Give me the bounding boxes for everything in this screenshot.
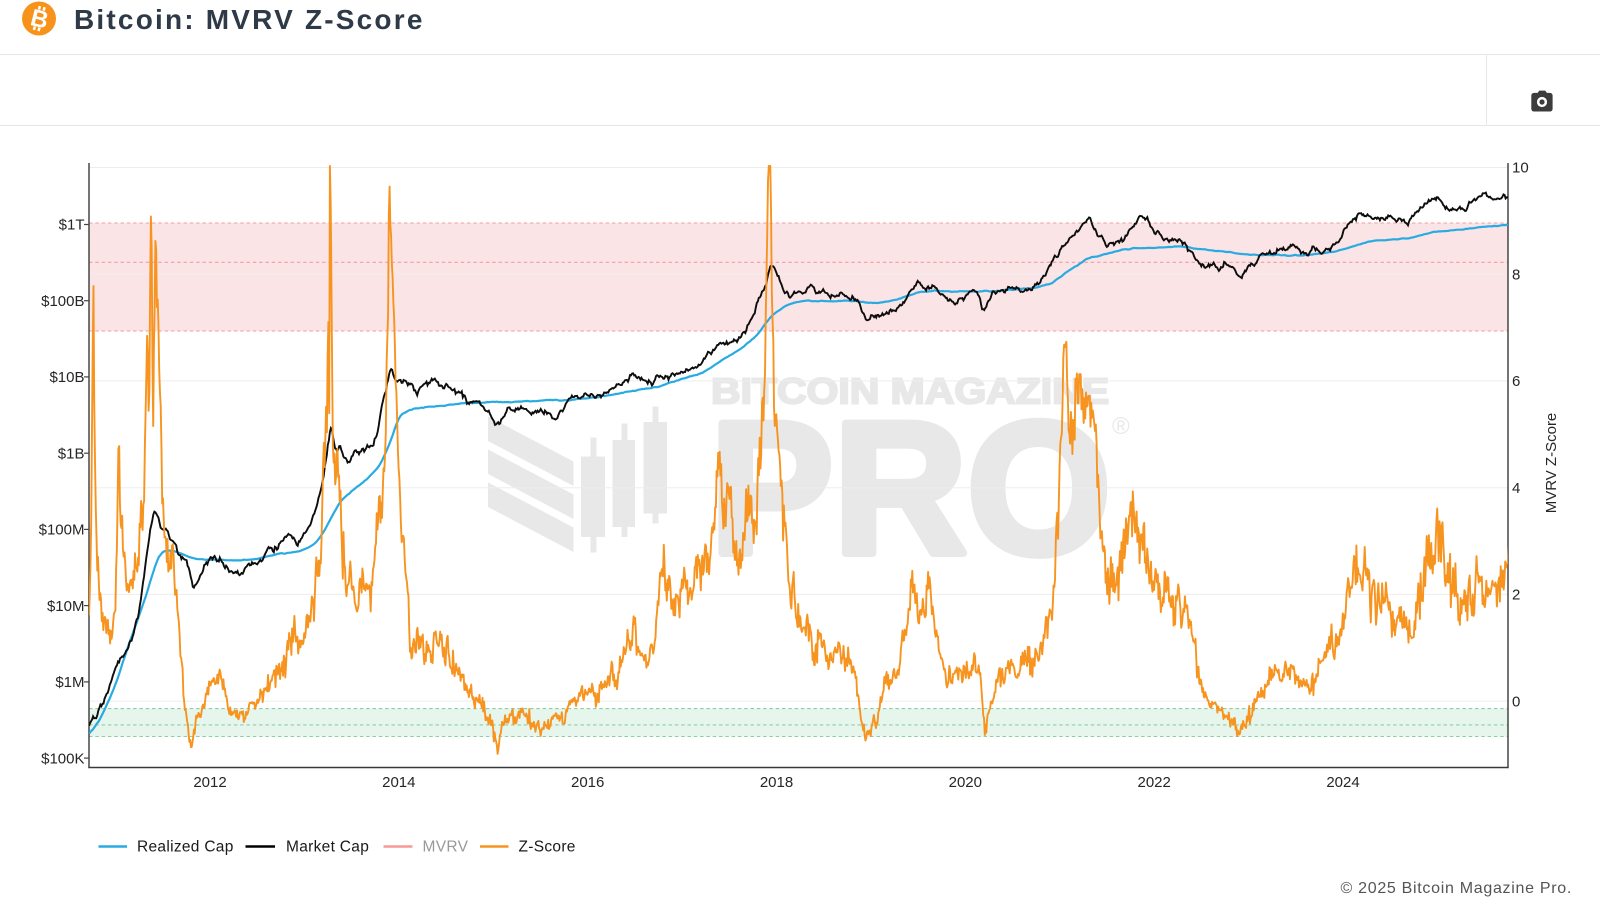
svg-text:2022: 2022: [1138, 774, 1171, 791]
svg-text:8: 8: [1512, 266, 1520, 283]
svg-text:2016: 2016: [571, 774, 604, 791]
svg-text:$100M: $100M: [39, 522, 85, 539]
svg-text:$10M: $10M: [47, 598, 85, 615]
svg-text:$1B: $1B: [58, 445, 85, 462]
svg-text:2020: 2020: [949, 774, 982, 791]
svg-text:10: 10: [1512, 160, 1529, 177]
svg-text:Realized Cap: Realized Cap: [137, 839, 234, 856]
svg-text:Z-Score: Z-Score: [519, 839, 576, 856]
svg-text:$1T: $1T: [59, 217, 85, 234]
svg-text:4: 4: [1512, 480, 1520, 497]
svg-text:2024: 2024: [1326, 774, 1359, 791]
svg-text:2: 2: [1512, 587, 1520, 604]
svg-text:MVRV Z-Score: MVRV Z-Score: [1543, 413, 1560, 514]
svg-text:$10B: $10B: [49, 369, 84, 386]
svg-text:$1M: $1M: [55, 674, 84, 691]
svg-text:BITCOIN MAGAZINE: BITCOIN MAGAZINE: [711, 371, 1109, 412]
svg-text:0: 0: [1512, 693, 1520, 710]
svg-text:$100B: $100B: [41, 293, 84, 310]
svg-text:Market Cap: Market Cap: [286, 839, 369, 856]
svg-text:2014: 2014: [382, 774, 415, 791]
svg-text:MVRV: MVRV: [423, 839, 469, 856]
svg-text:®: ®: [1112, 413, 1130, 440]
svg-text:© 2025 Bitcoin Magazine Pro.: © 2025 Bitcoin Magazine Pro.: [1340, 880, 1572, 897]
svg-text:2018: 2018: [760, 774, 793, 791]
svg-text:$100K: $100K: [41, 750, 84, 767]
svg-text:2012: 2012: [193, 774, 226, 791]
svg-text:6: 6: [1512, 373, 1520, 390]
